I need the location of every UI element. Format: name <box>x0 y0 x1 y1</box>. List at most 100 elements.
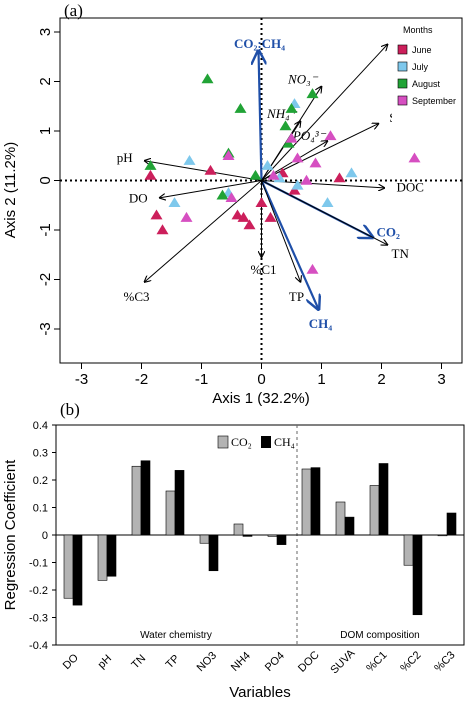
bar-ch4-do <box>72 534 83 606</box>
panel-a-y-tick-label: 1 <box>37 127 54 135</box>
bar-ch4-no3 <box>208 534 219 572</box>
bar-co2-ph <box>97 534 108 581</box>
point-september <box>222 150 235 160</box>
panel-b-label: (b) <box>60 400 80 419</box>
panel-b-y-tick-label: 0 <box>42 530 48 542</box>
point-june <box>264 211 277 222</box>
panel-a-legend-title: Months <box>403 25 433 35</box>
panel-b-x-tick-label: DOC <box>296 649 322 675</box>
point-august <box>285 103 298 113</box>
vector-label-tn: TN <box>392 246 410 261</box>
legend-label-august: August <box>412 79 441 89</box>
panel-b-y-tick-label: -0.1 <box>29 558 48 570</box>
vector-arrow-co-ch <box>259 51 262 181</box>
panel-b-x-tick-label: pH <box>96 653 114 671</box>
vector-arrow-c3 <box>145 180 262 282</box>
panel-b-y-tick-label: -0.3 <box>29 613 48 625</box>
legend-label-june: June <box>412 45 432 55</box>
panel-a-y-tick-label: 2 <box>37 77 54 85</box>
panel-a-points <box>144 73 421 274</box>
point-june <box>156 224 169 235</box>
panel-a-x-tick-label: 3 <box>437 371 445 388</box>
legend-swatch-september <box>397 95 408 106</box>
panel-b-x-tick-label: SUVA <box>328 647 358 677</box>
legend-label-ch4: CH₄ <box>274 435 295 449</box>
panel-b-y-tick-label: 0.2 <box>33 475 48 487</box>
panel-b-x-tick-label: NH4 <box>229 650 253 674</box>
point-september <box>267 169 280 180</box>
vector-arrow-nh <box>261 121 301 181</box>
point-september <box>324 130 337 141</box>
panel-a-y-tick-label: -2 <box>37 273 54 286</box>
vector-arrow-do <box>160 180 262 198</box>
point-june <box>237 211 250 222</box>
point-june <box>255 197 268 207</box>
point-september <box>180 211 193 222</box>
panel-b: (b) -0.4 -0.3 -0.2 -0.1 0 0.1 0.2 0.3 0.4 DO pH TN… <box>2 400 465 701</box>
point-august <box>279 120 292 131</box>
panel-b-x-ticks: DO pH TN TP NO3 NH4 PO4 DOC SUVA %C1 %C2 %C3 <box>61 647 458 677</box>
vector-label-co: CO₂ <box>377 224 401 239</box>
point-july <box>321 197 334 207</box>
panel-b-x-tick-label: PO4 <box>263 650 287 674</box>
panel-b-legend: CO₂ CH₄ <box>217 435 295 449</box>
point-july <box>291 179 304 190</box>
legend-swatch-july <box>397 61 408 72</box>
panel-b-bars <box>63 460 457 616</box>
panel-b-y-tick-label: 0.4 <box>33 420 48 432</box>
vector-label-doc: DOC <box>396 180 423 195</box>
bar-ch4-tp <box>174 470 185 536</box>
bar-ch4-ph <box>106 534 117 577</box>
point-august <box>234 103 247 113</box>
point-september <box>285 132 298 143</box>
panel-b-x-tick-label: %C2 <box>398 649 423 674</box>
legend-label-september: September <box>412 96 456 106</box>
point-august <box>144 159 157 170</box>
panel-a-x-ticks: -3 -2 -1 0 1 2 3 <box>75 363 446 388</box>
legend-swatch-june <box>397 44 408 55</box>
panel-b-y-tick-label: -0.4 <box>29 640 48 652</box>
panel-a-x-axis-label: Axis 1 (32.2%) <box>212 390 310 407</box>
panel-b-y-tick-label: -0.2 <box>29 585 48 597</box>
panel-b-x-axis-label: Variables <box>229 684 290 701</box>
point-august <box>306 88 319 99</box>
point-august <box>201 73 214 84</box>
legend-swatch-august <box>397 78 408 89</box>
panel-a-x-tick-label: -1 <box>195 371 208 388</box>
vector-arrow-tp <box>261 180 301 282</box>
vector-label-po: PO₄³⁻ <box>292 128 327 143</box>
panel-b-x-tick-label: TP <box>164 653 182 671</box>
bar-ch4-nh4 <box>242 534 253 537</box>
point-september <box>225 192 238 203</box>
point-june <box>333 172 346 183</box>
vector-arrow-ch <box>260 180 319 310</box>
panel-a-y-tick-label: 0 <box>37 176 54 184</box>
vector-label-ch: CH₄ <box>309 316 333 331</box>
panel-b-x-tick-label: %C1 <box>364 649 389 674</box>
panel-b-y-ticks: -0.4 -0.3 -0.2 -0.1 0 0.1 0.2 0.3 0.4 <box>29 420 464 652</box>
bar-co2-c1 <box>369 485 380 536</box>
point-september <box>306 263 319 274</box>
panel-a-y-tick-label: 3 <box>37 28 54 36</box>
panel-b-group-label-dom: DOM composition <box>340 630 419 641</box>
bar-ch4-c1 <box>378 463 389 536</box>
bar-ch4-doc <box>310 467 321 536</box>
bar-ch4-po4 <box>276 534 287 545</box>
panel-a-legend-entries: June July August September <box>397 44 456 106</box>
vector-label-co-ch: CO₂:CH₄ <box>234 36 285 51</box>
panel-a-x-tick-label: 0 <box>257 371 265 388</box>
bar-co2-nh4 <box>233 523 244 536</box>
panel-a: (a) -3 -2 -1 0 1 2 3 -3 -2 -1 0 1 2 3 CO₂:CH₄ CO₂ CH₄%… <box>2 1 463 407</box>
legend-swatch-ch4 <box>261 436 271 448</box>
panel-a-y-tick-label: -3 <box>37 322 54 335</box>
point-july <box>168 197 181 207</box>
vector-label-c3: %C3 <box>124 289 150 304</box>
legend-label-co2: CO₂ <box>231 435 252 449</box>
point-july <box>183 155 196 165</box>
bar-co2-suva <box>335 501 346 536</box>
panel-a-y-ticks: -3 -2 -1 0 1 2 3 <box>37 28 60 336</box>
legend-swatch-co2 <box>217 435 229 449</box>
bar-ch4-tn <box>140 460 151 536</box>
vector-label-ph: pH <box>117 150 133 165</box>
vector-label-c1: %C1 <box>251 262 277 277</box>
